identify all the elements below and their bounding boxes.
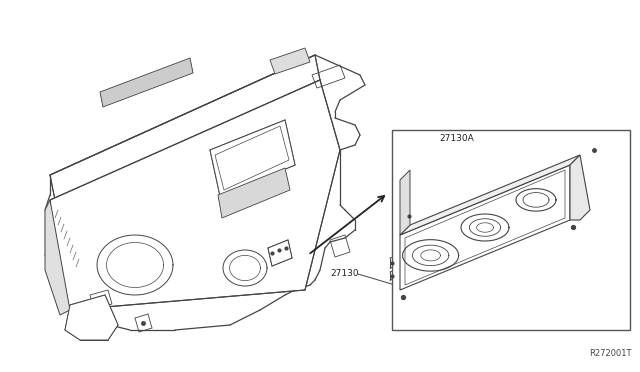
Bar <box>392 130 630 330</box>
Polygon shape <box>400 155 580 235</box>
Polygon shape <box>400 165 570 290</box>
Polygon shape <box>270 48 310 74</box>
Text: R272001T: R272001T <box>589 349 632 358</box>
Polygon shape <box>100 58 193 107</box>
Polygon shape <box>45 200 70 315</box>
Polygon shape <box>210 120 295 196</box>
Polygon shape <box>65 295 118 340</box>
Text: 27130A: 27130A <box>440 134 474 143</box>
Polygon shape <box>570 155 590 220</box>
Polygon shape <box>400 170 410 235</box>
Polygon shape <box>218 168 290 218</box>
Polygon shape <box>268 240 292 266</box>
Polygon shape <box>50 80 340 310</box>
Polygon shape <box>50 55 320 200</box>
Text: 27130: 27130 <box>330 269 358 279</box>
